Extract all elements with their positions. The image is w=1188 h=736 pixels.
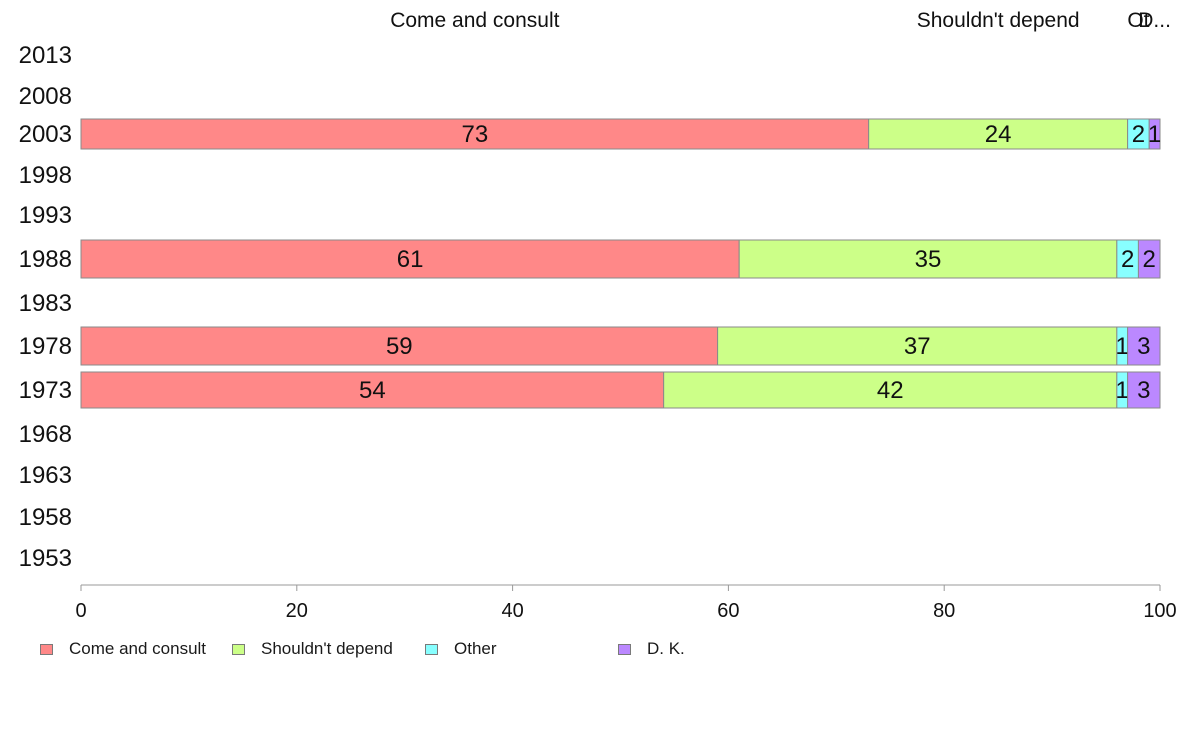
y-tick-label-1993: 1993 [19, 202, 72, 229]
value-label-2003-come-and-consult: 73 [461, 121, 488, 148]
bar-1978-come-and-consult [80, 326, 719, 366]
top-label-shouldn-t-depend: Shouldn't depend [917, 9, 1080, 32]
value-label-1973-d-k: 3 [1137, 377, 1150, 404]
x-tick-label-60: 60 [717, 600, 739, 622]
legend-swatch-come-and-consult [40, 643, 53, 655]
y-tick-label-1963: 1963 [19, 462, 72, 489]
x-tick-label-20: 20 [286, 600, 308, 622]
top-label-other: Ot [1127, 9, 1149, 32]
legend-label-other: Other [454, 639, 497, 658]
value-label-1988-other: 2 [1121, 246, 1134, 273]
y-tick-label-1953: 1953 [19, 545, 72, 572]
x-tick-label-100: 100 [1143, 600, 1176, 622]
y-axis-labels: 2013 2008 2003 1998 1993 1988 1983 1978 1973 1968… [19, 42, 72, 572]
bar-1988-come-and-consult [80, 239, 740, 279]
bar-1988-d-k [1137, 239, 1161, 279]
legend-item-d-k: D. K. [618, 638, 685, 660]
bar-1978-shouldn-t-depend [717, 326, 1118, 366]
value-label-1973-shouldn-t-depend: 42 [877, 377, 904, 404]
value-label-1988-shouldn-t-depend: 35 [915, 246, 942, 273]
value-label-2003-d-k: 1 [1148, 121, 1161, 148]
x-tick-label-0: 0 [75, 600, 86, 622]
y-tick-label-1958: 1958 [19, 504, 72, 531]
y-tick-label-2008: 2008 [19, 83, 72, 110]
y-tick-label-1988: 1988 [19, 246, 72, 273]
bar-1973-come-and-consult [80, 371, 665, 409]
bar-1978-d-k [1127, 326, 1161, 366]
bar-2003-shouldn-t-depend [868, 118, 1129, 150]
x-axis: 0 20 40 60 80 100 [75, 584, 1177, 622]
value-label-1973-come-and-consult: 54 [359, 377, 386, 404]
x-tick-label-80: 80 [933, 600, 955, 622]
y-tick-label-1983: 1983 [19, 290, 72, 317]
top-label-come-and-consult: Come and consult [390, 9, 559, 32]
x-tick-label-40: 40 [501, 600, 523, 622]
legend-item-shouldn-t-depend: Shouldn't depend [232, 638, 393, 660]
top-segment-labels: Come and consult Shouldn't depend OtD... [390, 9, 1171, 32]
value-label-1978-d-k: 3 [1137, 333, 1150, 360]
value-label-2003-shouldn-t-depend: 24 [985, 121, 1012, 148]
legend-swatch-d-k [618, 643, 631, 655]
y-tick-label-1973: 1973 [19, 377, 72, 404]
value-label-1978-shouldn-t-depend: 37 [904, 333, 931, 360]
value-label-1978-come-and-consult: 59 [386, 333, 413, 360]
top-label-d-k: D... [1138, 9, 1171, 32]
legend-label-shouldn-t-depend: Shouldn't depend [261, 639, 393, 658]
value-label-1988-d-k: 2 [1143, 246, 1156, 273]
y-tick-label-1998: 1998 [19, 162, 72, 189]
legend-swatch-shouldn-t-depend [232, 643, 245, 655]
legend-swatch-other [425, 643, 438, 655]
legend-label-come-and-consult: Come and consult [69, 639, 207, 658]
bars: 73 24 2 161 35 2 259 37 1 354 42 1 3 [80, 118, 1161, 409]
bar-2003-d-k [1148, 118, 1161, 150]
y-tick-label-1968: 1968 [19, 421, 72, 448]
value-label-1988-come-and-consult: 61 [397, 246, 424, 273]
bar-1973-shouldn-t-depend [663, 371, 1118, 409]
y-tick-label-2013: 2013 [19, 42, 72, 69]
legend-item-come-and-consult: Come and consult [40, 638, 206, 660]
legend-item-other: Other [425, 638, 497, 660]
y-tick-label-2003: 2003 [19, 121, 72, 148]
y-tick-label-1978: 1978 [19, 333, 72, 360]
bar-1973-d-k [1127, 371, 1161, 409]
value-label-2003-other: 2 [1132, 121, 1145, 148]
legend: Come and consult Shouldn't depend Other D. … [40, 638, 1140, 662]
value-label-1978-other: 1 [1116, 333, 1129, 360]
legend-label-d-k: D. K. [647, 639, 685, 658]
value-label-1973-other: 1 [1116, 377, 1129, 404]
